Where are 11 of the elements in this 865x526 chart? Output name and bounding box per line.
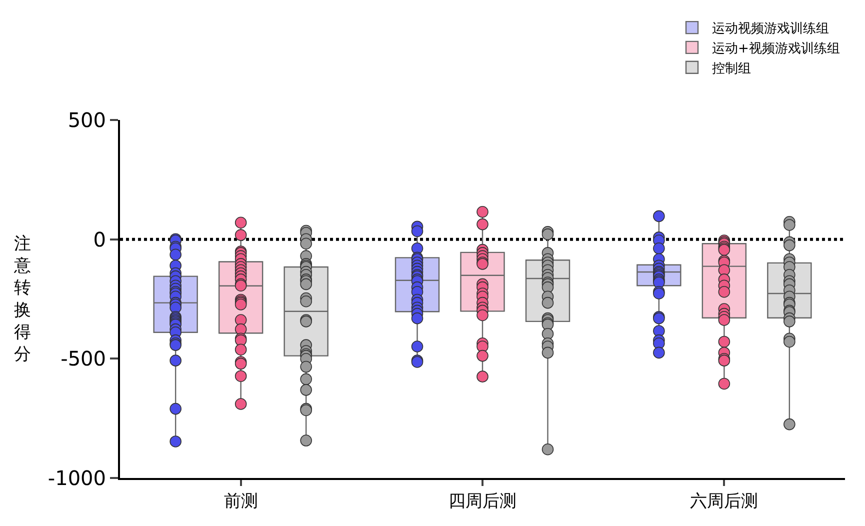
legend-label: 运动+视频游戏训练组 [712,42,840,57]
x-tick-label: 六周后测 [690,491,758,512]
y-tick-label: 0 [93,227,106,252]
y-axis-title: 注意转换得分 [13,234,31,364]
y-tick-label: -500 [60,346,106,371]
x-tick-label: 四周后测 [448,491,516,512]
x-tick-label: 前测 [224,491,258,512]
y-tick-label: -1000 [48,466,106,490]
y-tick-label: 500 [68,108,106,132]
legend-label: 控制组 [712,61,751,76]
legend-label: 运动视频游戏训练组 [712,22,829,37]
